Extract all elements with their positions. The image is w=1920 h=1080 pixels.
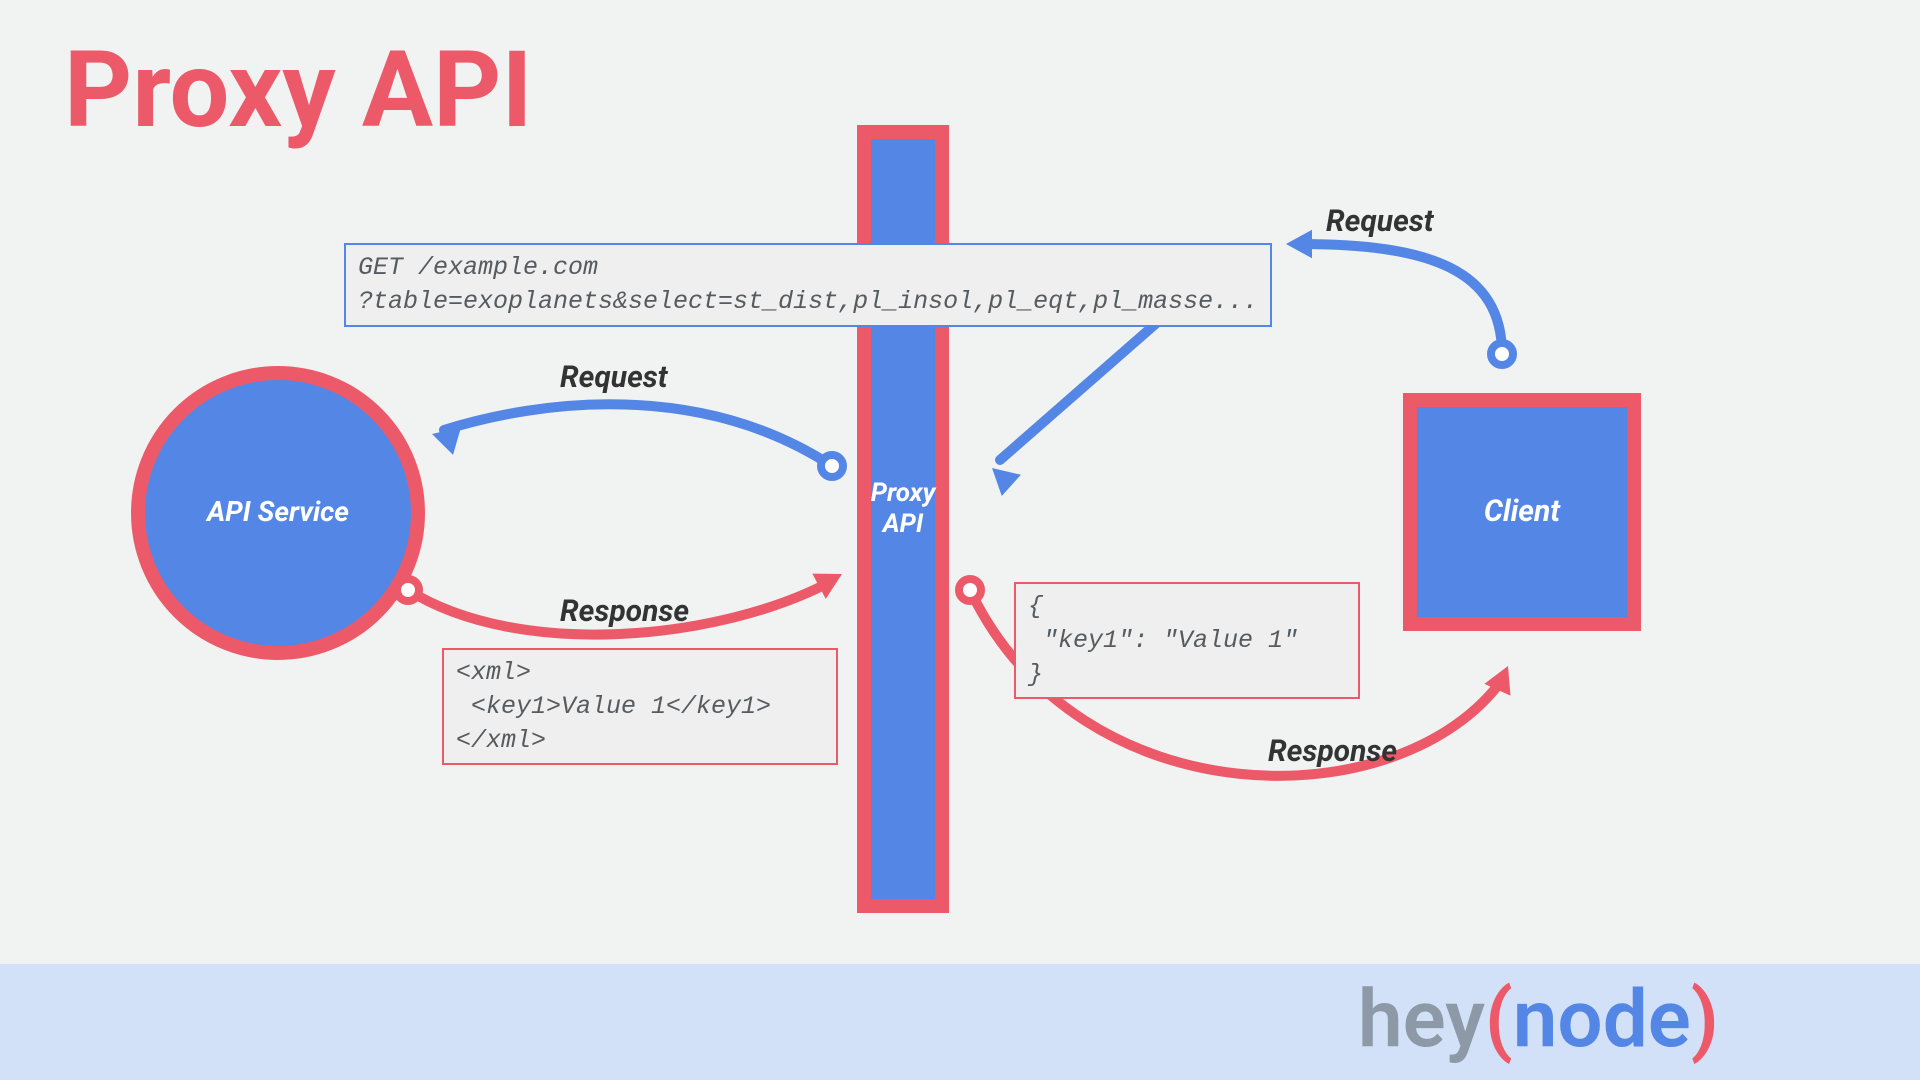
reqRight-label: Request	[1326, 204, 1434, 239]
page-title: Proxy API	[64, 28, 532, 152]
heynode-logo: hey(node)	[1358, 972, 1719, 1066]
api-service-label: API Service	[158, 495, 398, 528]
diagram-stage: Proxy API API Service Proxy API Client Reque…	[0, 0, 1920, 1080]
arrow-request-right	[1286, 230, 1516, 368]
respLeft-label: Response	[560, 594, 689, 629]
reqLeft-label: Request	[560, 360, 668, 395]
arrow-request-left	[432, 404, 846, 480]
respRight-label: Response	[1268, 734, 1397, 769]
codebox-json: { "key1": "Value 1" }	[1014, 582, 1360, 699]
client-label: Client	[1410, 494, 1634, 529]
codebox-xml: <xml> <key1>Value 1</key1> </xml>	[442, 648, 838, 765]
arrow-request-right-to-proxy	[992, 320, 1160, 496]
codebox-getReq: GET /example.com ?table=exoplanets&selec…	[344, 243, 1272, 327]
proxy-label: Proxy API	[834, 478, 972, 540]
